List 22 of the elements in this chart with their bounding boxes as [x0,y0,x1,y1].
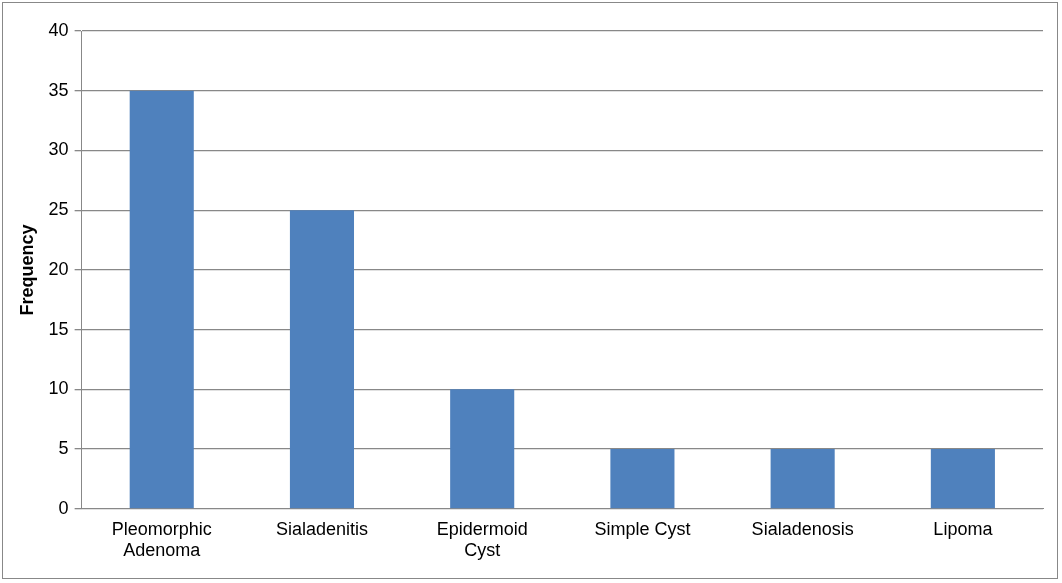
y-tick-label: 40 [48,19,69,40]
x-tick-label: Epidermoid Cyst [436,518,528,561]
bar [610,449,675,509]
y-tick-label: 15 [48,318,69,339]
y-tick-label: 10 [48,378,69,399]
x-tick-label: Lipoma [933,518,994,539]
x-tick-label: Sialadenosis [751,518,854,539]
y-tick-label: 0 [58,497,69,518]
bar [289,210,355,509]
y-tick-label: 30 [48,139,69,160]
x-tick-label: Pleomorphic Adenoma [111,518,212,561]
y-tick-label: 20 [48,258,69,279]
bar [129,90,194,509]
x-tick-label: Simple Cyst [594,518,691,539]
y-tick-label: 5 [58,438,69,459]
bar [770,449,835,509]
bar [930,449,995,509]
y-tick-label: 35 [48,79,69,100]
y-axis-title: Frequency [16,224,37,316]
y-tick-label: 25 [48,199,69,220]
bar [450,389,515,509]
x-tick-label: Sialadenitis [275,518,368,539]
